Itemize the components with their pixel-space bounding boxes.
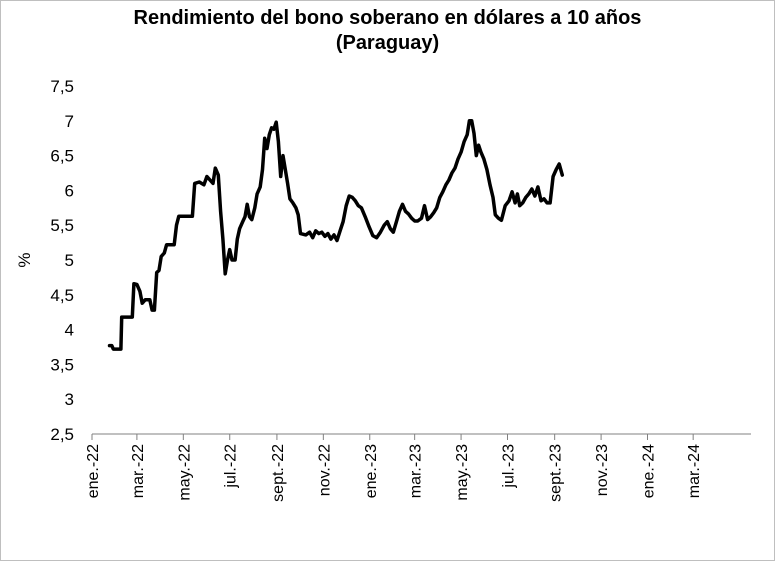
y-tick-label: 6 (65, 181, 74, 200)
series-group (107, 119, 565, 351)
x-tick-label: jul.-22 (223, 444, 240, 489)
y-tick-label: 6,5 (50, 147, 74, 166)
y-tick-label: 4 (65, 321, 74, 340)
x-tick-label: nov.-22 (316, 444, 333, 496)
x-tick-label: ene.-22 (85, 444, 102, 498)
chart-title: Rendimiento del bono soberano en dólares… (133, 7, 642, 29)
series-line (107, 119, 565, 351)
x-tick-label: ene.-24 (641, 444, 658, 498)
x-axis: ene.-22 mar.-22 may.-22 jul.-22 sept.-22 nov.… (85, 433, 751, 502)
x-tick-label: sept.-22 (270, 444, 287, 502)
x-tick-label: may.-23 (454, 444, 471, 501)
y-tick-label: 3,5 (50, 355, 74, 374)
y-tick-label: 5 (65, 251, 74, 270)
x-tick-label: nov.-23 (594, 444, 611, 496)
chart-title-block: Rendimiento del bono soberano en dólares… (0, 6, 775, 56)
x-tick-label: ene.-23 (363, 444, 380, 498)
x-tick-label: mar.-23 (408, 444, 425, 498)
chart-subtitle: (Paraguay) (335, 32, 440, 54)
y-tick-label: 5,5 (50, 216, 74, 235)
y-tick-label: 3 (65, 390, 74, 409)
y-tick-label: 2,5 (50, 425, 74, 444)
y-tick-label: 7,5 (50, 77, 74, 96)
y-axis-label: % (15, 252, 34, 267)
x-tick-label: mar.-22 (130, 444, 147, 498)
x-tick-label: mar.-24 (686, 444, 703, 498)
y-tick-label: 7 (65, 112, 74, 131)
x-tick-label: sept.-23 (548, 444, 565, 502)
x-tick-label: may.-22 (176, 444, 193, 501)
y-tick-label: 4,5 (50, 286, 74, 305)
y-axis: 2,5 3 3,5 4 4,5 5 5,5 6 6,5 7 7,5 (50, 77, 74, 444)
x-tick-label: jul.-23 (500, 444, 517, 489)
